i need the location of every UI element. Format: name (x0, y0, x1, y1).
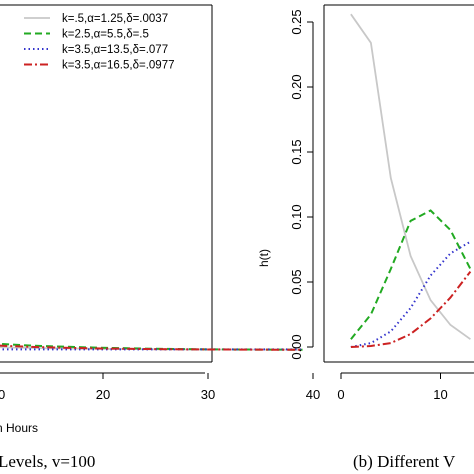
legend-label-2: k=3.5,α=13.5,δ=.077 (62, 44, 168, 56)
right-y-tick-label-1: 0.05 (289, 269, 304, 294)
right-series-line-1 (350, 209, 472, 340)
left-x-tick-label-2: 30 (201, 387, 215, 402)
left-x-tick-label-1: 20 (96, 387, 110, 402)
legend-label-1: k=2.5,α=5.5,δ=.5 (62, 29, 149, 41)
right-y-tick-label-4: 0.20 (289, 74, 304, 99)
legend-label-3: k=3.5,α=16.5,δ=.0977 (62, 60, 174, 72)
legend: k=.5,α=1.25,δ=.0037 k=2.5,α=5.5,δ=.5 k=3.5… (24, 13, 174, 72)
right-y-ticks: 0.00 0.05 0.10 0.15 0.20 0.25 (289, 9, 313, 360)
legend-label-0: k=.5,α=1.25,δ=.0037 (62, 13, 168, 25)
right-x-tick-label-0: 0 (337, 387, 344, 402)
left-series-group (0, 342, 303, 351)
right-y-tick-label-0: 0.00 (289, 334, 304, 359)
right-y-axis-label: h(t) (257, 249, 271, 267)
right-caption: (b) Different V (353, 452, 456, 471)
left-x-tick-label-3: 40 (306, 387, 320, 402)
left-x-tick-label-0: 10 (0, 387, 5, 402)
right-y-tick-label-5: 0.25 (289, 9, 304, 34)
left-series-line-3 (0, 344, 303, 351)
right-x-ticks: 0 10 (337, 373, 448, 402)
left-panel: 10 20 30 40 n Hours k=.5,α=1.25,δ=.0037 k=2.… (0, 4, 320, 471)
right-y-tick-label-3: 0.15 (289, 139, 304, 164)
right-y-tick-label-2: 0.10 (289, 204, 304, 229)
right-series-line-0 (350, 13, 471, 340)
left-caption: Levels, v=100 (0, 452, 95, 471)
right-series-line-3 (350, 270, 472, 348)
right-x-tick-label-1: 10 (433, 387, 447, 402)
right-panel: 0.00 0.05 0.10 0.15 0.20 0.25 0 10 h(t) (b) Di… (257, 4, 474, 471)
left-x-ticks: 10 20 30 40 (0, 373, 320, 402)
right-series-group (350, 13, 472, 348)
left-x-axis-label: n Hours (0, 421, 38, 435)
